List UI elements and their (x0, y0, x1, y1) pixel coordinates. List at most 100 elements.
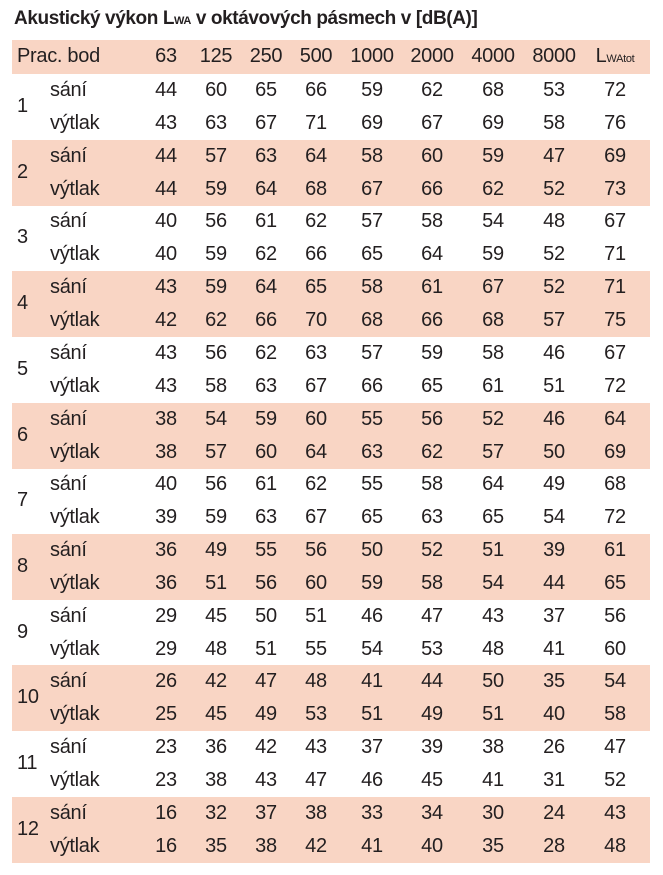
value-cell: 23 (155, 769, 177, 791)
value-cell: 47 (305, 769, 327, 791)
value-cell: 63 (205, 112, 227, 134)
value-cell: 47 (543, 145, 565, 167)
value-cell: 65 (361, 243, 383, 265)
value-cell: 66 (305, 243, 327, 265)
group-band-4 (12, 271, 650, 337)
value-cell: 26 (155, 670, 177, 692)
value-cell: 41 (361, 670, 383, 692)
row-label-discharge: výtlak (50, 703, 100, 725)
value-cell: 67 (305, 375, 327, 397)
value-cell: 68 (305, 178, 327, 200)
value-cell: 43 (155, 375, 177, 397)
value-cell: 49 (421, 703, 443, 725)
value-cell: 60 (421, 145, 443, 167)
value-cell: 43 (255, 769, 277, 791)
row-label-intake: sání (50, 276, 87, 298)
value-cell: 50 (361, 539, 383, 561)
row-label-intake: sání (50, 539, 87, 561)
header-band-2000: 2000 (410, 45, 454, 67)
value-cell: 52 (604, 769, 626, 791)
value-cell: 59 (482, 145, 504, 167)
point-number: 11 (17, 752, 38, 774)
value-cell: 37 (543, 605, 565, 627)
value-cell: 46 (361, 605, 383, 627)
value-cell: 55 (361, 473, 383, 495)
value-cell: 29 (155, 638, 177, 660)
value-cell: 38 (255, 835, 277, 857)
header-band-63: 63 (155, 45, 177, 67)
value-cell: 59 (205, 243, 227, 265)
point-number: 3 (17, 226, 28, 248)
value-cell: 60 (205, 79, 227, 101)
value-cell: 43 (482, 605, 504, 627)
value-cell: 41 (543, 638, 565, 660)
row-label-intake: sání (50, 210, 87, 232)
value-cell: 43 (604, 802, 626, 824)
value-cell: 63 (305, 342, 327, 364)
value-cell: 41 (482, 769, 504, 791)
value-cell: 65 (604, 572, 626, 594)
value-cell: 29 (155, 605, 177, 627)
value-cell: 68 (361, 309, 383, 331)
value-cell: 37 (361, 736, 383, 758)
value-cell: 44 (421, 670, 443, 692)
value-cell: 33 (361, 802, 383, 824)
value-cell: 58 (421, 473, 443, 495)
value-cell: 41 (361, 835, 383, 857)
group-band-12 (12, 797, 650, 863)
row-label-intake: sání (50, 342, 87, 364)
value-cell: 67 (604, 342, 626, 364)
value-cell: 57 (361, 342, 383, 364)
row-label-discharge: výtlak (50, 638, 100, 660)
value-cell: 64 (255, 276, 277, 298)
value-cell: 54 (482, 210, 504, 232)
header-band (12, 40, 650, 74)
value-cell: 44 (155, 145, 177, 167)
group-band-10 (12, 665, 650, 731)
group-band-2 (12, 140, 650, 206)
value-cell: 44 (155, 79, 177, 101)
value-cell: 57 (361, 210, 383, 232)
value-cell: 65 (482, 506, 504, 528)
row-label-discharge: výtlak (50, 506, 100, 528)
value-cell: 54 (604, 670, 626, 692)
point-number: 8 (17, 555, 28, 577)
value-cell: 47 (255, 670, 277, 692)
value-cell: 38 (305, 802, 327, 824)
value-cell: 51 (361, 703, 383, 725)
value-cell: 52 (421, 539, 443, 561)
value-cell: 40 (155, 243, 177, 265)
value-cell: 58 (604, 703, 626, 725)
header-total: LWAtot (596, 40, 635, 73)
value-cell: 71 (305, 112, 327, 134)
title-text: Akustický výkon L (14, 8, 175, 29)
value-cell: 68 (482, 79, 504, 101)
value-cell: 26 (543, 736, 565, 758)
value-cell: 48 (305, 670, 327, 692)
value-cell: 67 (482, 276, 504, 298)
value-cell: 66 (421, 309, 443, 331)
value-cell: 64 (421, 243, 443, 265)
value-cell: 62 (482, 178, 504, 200)
value-cell: 61 (421, 276, 443, 298)
value-cell: 40 (155, 210, 177, 232)
value-cell: 49 (255, 703, 277, 725)
value-cell: 58 (361, 276, 383, 298)
value-cell: 44 (155, 178, 177, 200)
value-cell: 72 (604, 79, 626, 101)
title-subscript: WA (174, 15, 191, 27)
row-label-intake: sání (50, 736, 87, 758)
value-cell: 63 (255, 145, 277, 167)
group-band-6 (12, 403, 650, 469)
value-cell: 51 (543, 375, 565, 397)
value-cell: 69 (604, 145, 626, 167)
header-band-8000: 8000 (532, 45, 576, 67)
value-cell: 63 (361, 441, 383, 463)
value-cell: 48 (604, 835, 626, 857)
value-cell: 75 (604, 309, 626, 331)
value-cell: 60 (305, 408, 327, 430)
value-cell: 57 (205, 145, 227, 167)
value-cell: 58 (543, 112, 565, 134)
header-band-1000: 1000 (350, 45, 394, 67)
value-cell: 67 (305, 506, 327, 528)
